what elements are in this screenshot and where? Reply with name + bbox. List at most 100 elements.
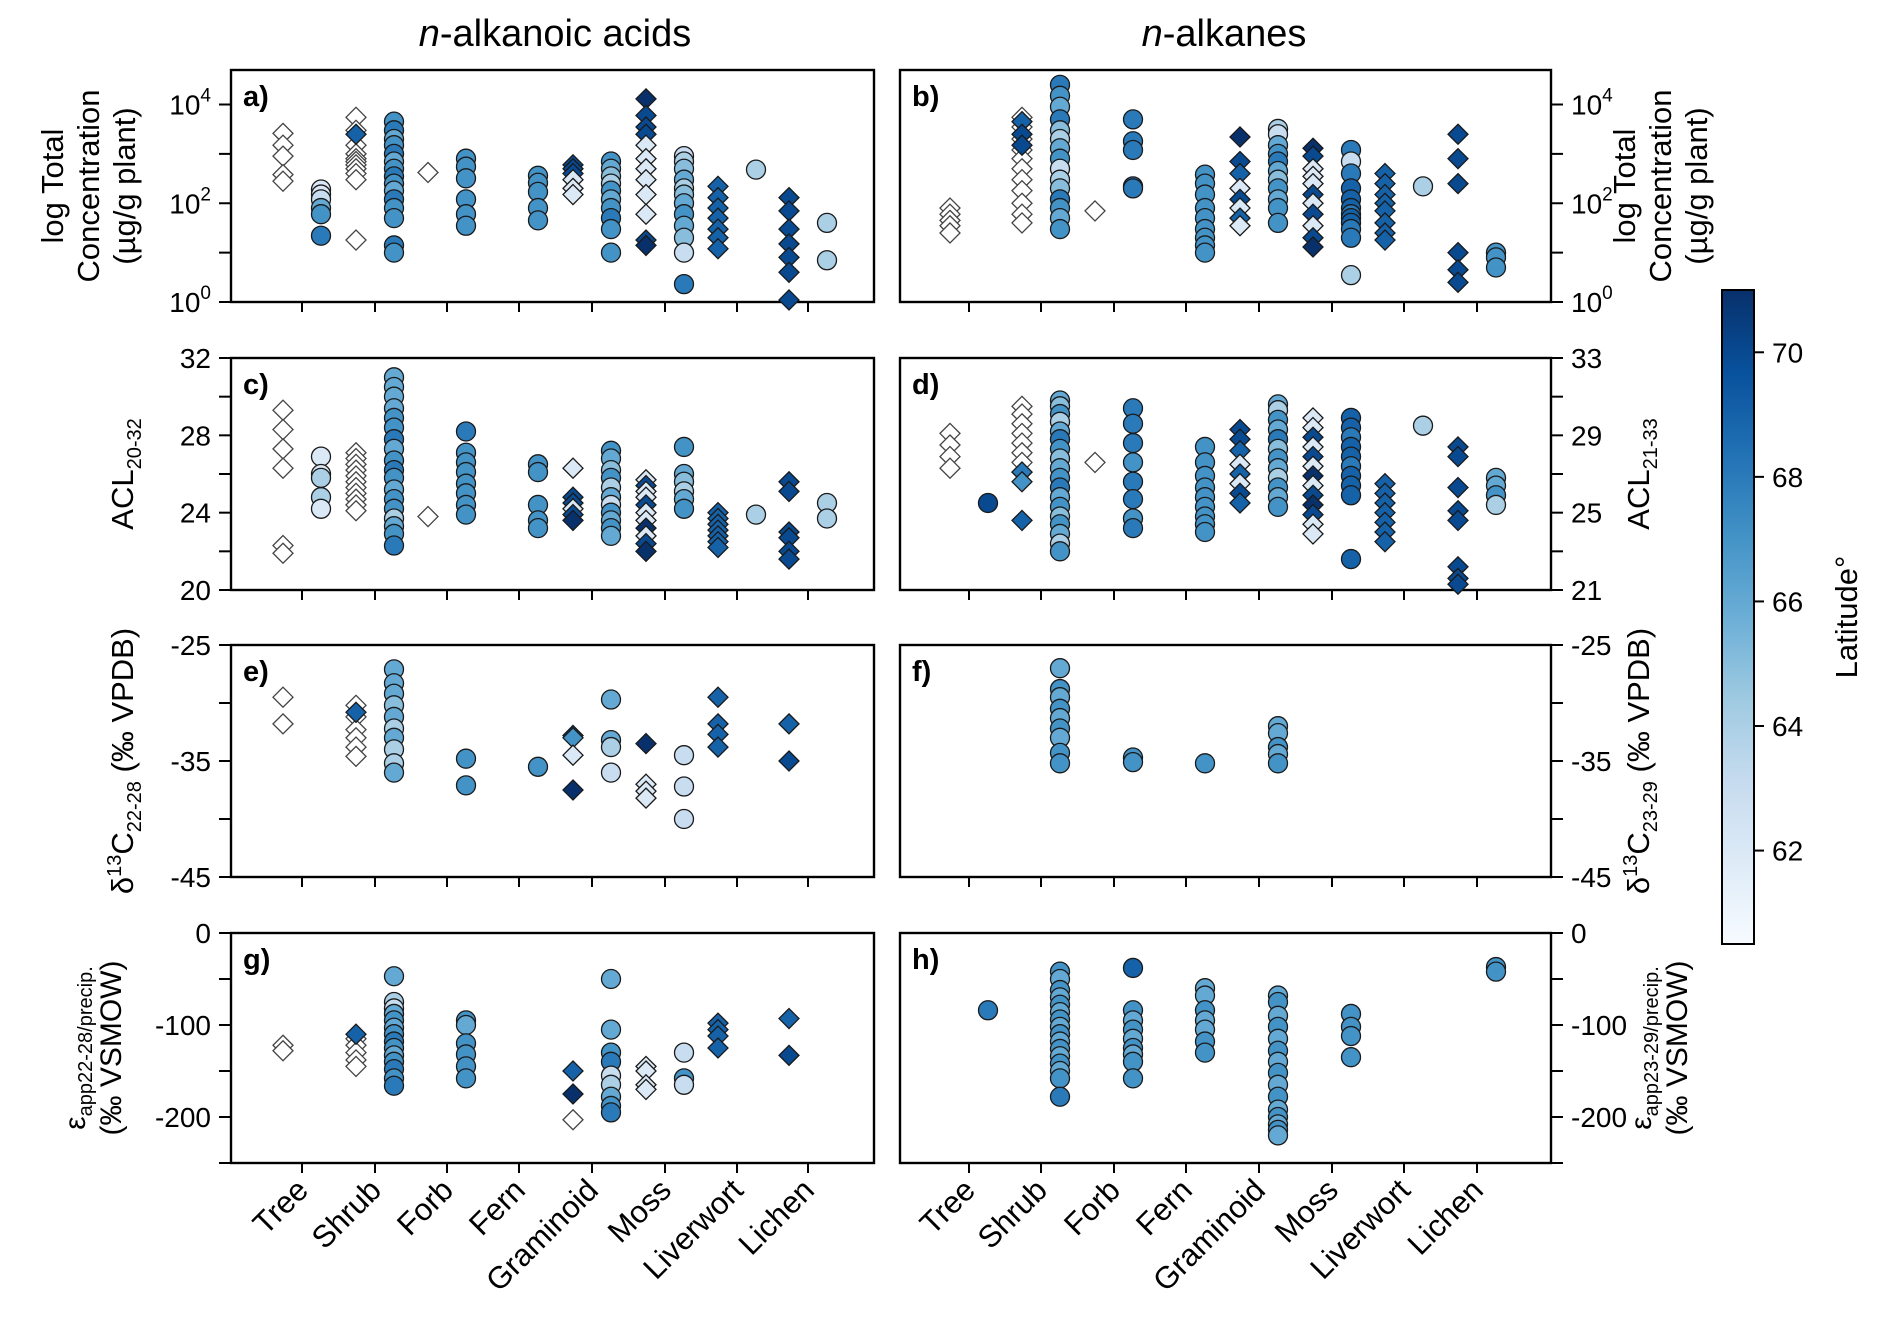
data-point-circle	[1267, 1125, 1289, 1146]
data-point-circle	[1122, 432, 1144, 454]
y-axis-title: εapp22-28/precip.	[59, 966, 97, 1129]
data-point-circle	[1267, 212, 1289, 234]
data-point-diamond	[1084, 199, 1106, 222]
y-tick-label: 104	[169, 86, 211, 121]
data-point-diamond	[1447, 123, 1469, 146]
data-point-diamond	[272, 712, 294, 735]
data-point-circle	[527, 756, 549, 777]
data-point-diamond	[1447, 509, 1469, 532]
y-tick-label: 0	[195, 918, 211, 949]
data-point-circle	[1485, 494, 1507, 516]
data-point-circle	[673, 1042, 695, 1063]
data-point-diamond	[562, 744, 584, 767]
panel-d: 21 25 29 33 d) ACL21-33	[898, 343, 1662, 606]
data-point-circle	[1122, 452, 1144, 473]
data-point-diamond	[272, 399, 294, 422]
data-point-diamond	[417, 505, 439, 528]
data-point-diamond	[939, 222, 961, 244]
panel-f: -25 -35 -45 f) δ13C23-29 (‰ VPDB)	[898, 628, 1662, 894]
data-point-circle	[1412, 415, 1434, 436]
y-tick-label: 100	[1571, 283, 1613, 318]
y-tick-label: -100	[1571, 1010, 1627, 1041]
data-point-diamond	[1302, 523, 1324, 545]
data-point-diamond	[1374, 229, 1396, 251]
data-point-circle	[816, 508, 838, 529]
data-point-circle	[310, 204, 332, 225]
data-point-circle	[600, 762, 622, 783]
data-point-circle	[1122, 488, 1144, 510]
data-point-diamond	[1011, 470, 1033, 493]
colorbar-tick-label: 64	[1772, 711, 1803, 742]
data-point-circle	[527, 210, 549, 231]
colorbar-tick-label: 68	[1772, 462, 1803, 493]
data-point-diamond	[707, 1037, 729, 1059]
panel-c: 20 24 28 32 c) ACL20-32	[105, 343, 876, 606]
data-point-diamond	[272, 437, 294, 460]
data-point-diamond	[635, 1078, 657, 1101]
y-tick-label: 102	[169, 184, 211, 219]
y-tick-label: -45	[1571, 862, 1611, 893]
data-point-circle	[673, 242, 695, 263]
data-point-diamond	[635, 203, 657, 226]
y-axis-title-units: (‰ VSMOW)	[95, 961, 128, 1136]
data-point-diamond	[707, 686, 729, 709]
data-point-diamond	[1447, 573, 1469, 596]
data-point-diamond	[635, 234, 657, 257]
data-point-circle	[1122, 752, 1144, 773]
panel-a: 100 102 104 a) log Total Concentration (µg/g p…	[35, 68, 876, 318]
data-point-circle	[1049, 658, 1071, 679]
data-point-circle	[673, 498, 695, 519]
data-point-circle	[816, 250, 838, 271]
y-axis-title-line: log Total	[35, 129, 70, 244]
data-point-diamond	[1011, 509, 1033, 532]
colorbar-tick-label: 66	[1772, 586, 1803, 617]
y-tick-label: 24	[180, 498, 211, 529]
plot-frame	[229, 931, 876, 1165]
data-point-circle	[455, 421, 477, 442]
data-point-circle	[383, 207, 405, 229]
data-point-circle	[1340, 1025, 1362, 1047]
data-point-diamond	[345, 745, 367, 768]
data-point-circle	[1340, 548, 1362, 570]
data-point-diamond	[635, 732, 657, 755]
data-point-circle	[1194, 242, 1216, 263]
y-tick-exponent: 0	[1602, 283, 1613, 304]
data-point-diamond	[778, 1044, 800, 1067]
data-point-circle	[455, 748, 477, 769]
data-point-circle	[455, 168, 477, 189]
data-point-diamond	[562, 183, 584, 206]
x-category-label: Forb	[1057, 1172, 1127, 1242]
data-point-circle	[383, 535, 405, 556]
data-point-diamond	[1084, 451, 1106, 474]
data-point-diamond	[345, 499, 367, 522]
data-point-circle	[310, 225, 332, 246]
data-point-circle	[1122, 1068, 1144, 1089]
y-tick-label: 32	[180, 343, 211, 374]
y-tick-label: -25	[171, 630, 211, 661]
panel-label: f)	[912, 656, 931, 688]
data-point-circle	[455, 1068, 477, 1089]
y-tick-label: -100	[155, 1010, 211, 1041]
data-point-diamond	[272, 1039, 294, 1062]
data-point-circle	[1122, 413, 1144, 434]
data-point-circle	[527, 461, 549, 483]
data-point-circle	[383, 966, 405, 987]
data-point-circle	[1267, 496, 1289, 518]
y-tick-label: 0	[1571, 918, 1587, 949]
y-axis-title-line: (µg/g plant)	[1679, 107, 1714, 264]
colorbar-tick-label: 62	[1772, 836, 1803, 867]
data-point-circle	[1122, 109, 1144, 130]
data-point-circle	[1412, 176, 1434, 197]
col-title-left: n-alkanoic acids	[419, 13, 691, 55]
data-point-diamond	[707, 736, 729, 758]
data-point-diamond	[562, 509, 584, 532]
data-point-diamond	[1374, 530, 1396, 553]
plot-frame	[898, 68, 1553, 304]
data-point-circle	[310, 467, 332, 489]
data-point-circle	[977, 492, 999, 514]
data-point-circle	[1049, 753, 1071, 774]
data-point-diamond	[1447, 172, 1469, 195]
data-point-diamond	[272, 170, 294, 193]
